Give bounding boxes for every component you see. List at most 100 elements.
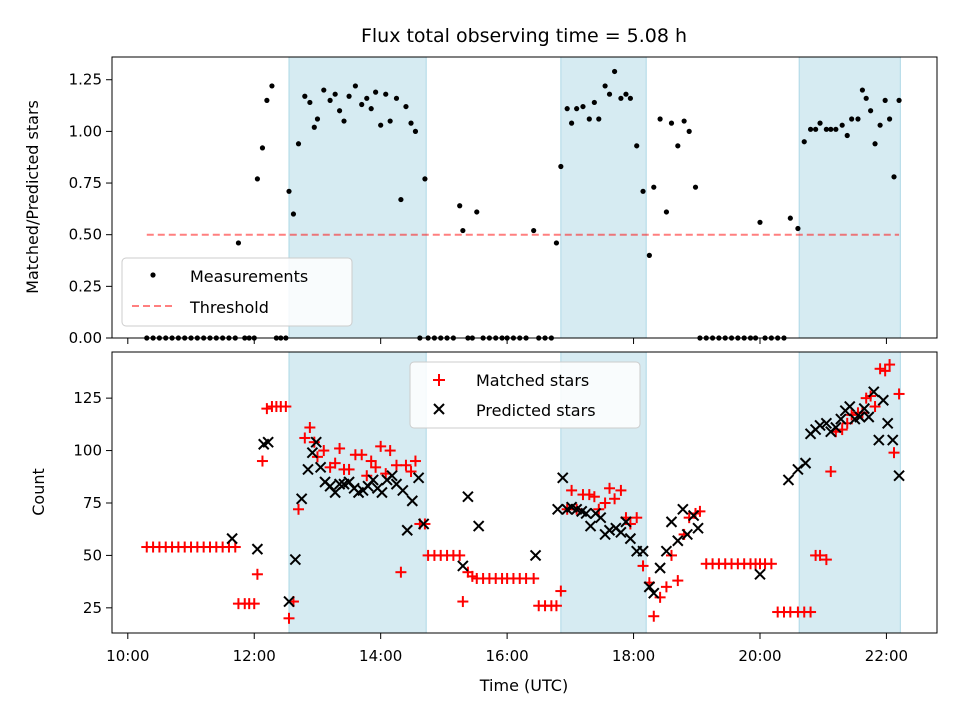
measurement-point xyxy=(290,211,297,217)
matched-star-point xyxy=(256,455,268,467)
top-legend: Measurements Threshold xyxy=(121,257,353,327)
matched-star-point xyxy=(550,600,562,612)
predicted-star-point xyxy=(799,457,812,469)
matched-star-point xyxy=(304,421,316,433)
measurement-point xyxy=(383,91,389,97)
measurement-point xyxy=(327,97,333,103)
top-y-axis-label: Matched/Predicted stars xyxy=(23,100,42,294)
predicted-star-point xyxy=(457,560,469,572)
shading-band xyxy=(798,351,901,634)
predicted-star-point xyxy=(262,436,274,448)
measurement-point xyxy=(264,97,270,103)
top-axes-frame xyxy=(111,56,938,339)
predicted-star-point xyxy=(835,413,847,425)
predicted-star-point xyxy=(887,434,899,446)
matched-star-point xyxy=(820,554,832,566)
measurement-point xyxy=(359,101,365,108)
x-tick-label: 12:00 xyxy=(233,647,276,665)
matched-star-point xyxy=(251,568,263,580)
matched-star-point xyxy=(694,505,706,517)
predicted-star-point xyxy=(893,470,905,482)
measurement-point xyxy=(341,118,347,124)
bottom-y-ticks: 25 50 75 100 125 xyxy=(73,389,112,617)
measurement-point xyxy=(269,83,275,89)
y-tick-label: 25 xyxy=(83,599,102,617)
measurement-point xyxy=(314,116,321,122)
y-tick-label: 50 xyxy=(83,546,102,564)
matched-star-point xyxy=(248,598,260,610)
matched-star-point xyxy=(566,484,578,496)
top-shading-bands xyxy=(288,56,901,339)
predicted-star-point xyxy=(754,568,766,580)
measurement-point xyxy=(787,215,793,221)
measurement-point xyxy=(681,118,687,124)
matched-star-point xyxy=(395,566,407,578)
matched-star-point xyxy=(280,401,292,413)
predicted-star-point xyxy=(302,463,314,476)
matched-star-points xyxy=(141,359,905,624)
measurement-point xyxy=(422,176,428,182)
predicted-star-point xyxy=(814,419,826,432)
y-tick-label: 0.50 xyxy=(69,226,102,244)
predicted-star-point xyxy=(462,490,474,503)
measurement-point xyxy=(839,122,845,128)
matched-star-point xyxy=(555,585,567,597)
matched-star-point xyxy=(654,591,666,603)
predicted-star-point xyxy=(376,486,388,499)
measurement-point xyxy=(849,116,855,122)
measurement-point xyxy=(393,95,400,101)
y-tick-label: 0.00 xyxy=(69,329,102,347)
measurement-point xyxy=(817,120,823,126)
measurement-point xyxy=(364,95,370,101)
matched-star-point xyxy=(672,575,684,587)
matched-star-point xyxy=(869,401,881,413)
predicted-star-point xyxy=(665,516,678,528)
matched-star-point xyxy=(390,459,402,471)
measurement-point xyxy=(564,106,570,112)
predicted-star-point xyxy=(637,545,649,557)
measurement-point xyxy=(398,196,404,203)
predicted-star-point xyxy=(873,434,885,446)
matched-star-point xyxy=(609,493,621,505)
measurement-point xyxy=(474,209,480,215)
measurement-point xyxy=(872,141,878,147)
measurement-point xyxy=(634,143,640,149)
measurement-point xyxy=(574,106,580,112)
matched-star-point xyxy=(457,596,469,608)
predicted-star-point xyxy=(329,486,341,499)
measurement-point xyxy=(813,126,819,132)
predicted-star-point xyxy=(844,400,856,413)
measurement-point xyxy=(651,184,657,190)
measurement-point xyxy=(692,184,699,190)
measurement-point xyxy=(336,108,343,114)
matched-star-point xyxy=(261,403,273,415)
y-tick-label: 125 xyxy=(73,389,102,407)
matched-star-point xyxy=(370,461,382,473)
matched-star-point xyxy=(329,457,341,469)
measurement-point xyxy=(352,83,358,89)
predicted-star-point xyxy=(333,478,346,490)
measurement-point xyxy=(627,95,633,101)
matched-star-point xyxy=(583,489,595,501)
predicted-star-point xyxy=(529,549,542,562)
measurement-point xyxy=(757,219,763,225)
predicted-star-point xyxy=(472,520,485,532)
matched-star-point xyxy=(805,606,817,618)
matched-star-point xyxy=(229,541,241,553)
measurement-point xyxy=(675,143,681,149)
matched-star-point xyxy=(384,445,396,457)
matched-star-point xyxy=(879,365,891,377)
measurement-point xyxy=(332,91,338,97)
predicted-star-point xyxy=(551,503,564,515)
matched-star-point xyxy=(318,445,330,457)
matched-star-point xyxy=(283,612,295,624)
matched-star-point xyxy=(361,470,373,482)
measurement-point xyxy=(311,124,317,130)
bottom-panel: 25 50 75 100 125 10:00 12:00 14:00 16:00 18:00 20… xyxy=(29,351,938,695)
measurement-point xyxy=(855,116,861,122)
measurement-point xyxy=(591,99,597,106)
matched-star-point xyxy=(825,466,837,478)
measurement-point xyxy=(844,132,850,139)
measurement-point xyxy=(686,128,692,134)
